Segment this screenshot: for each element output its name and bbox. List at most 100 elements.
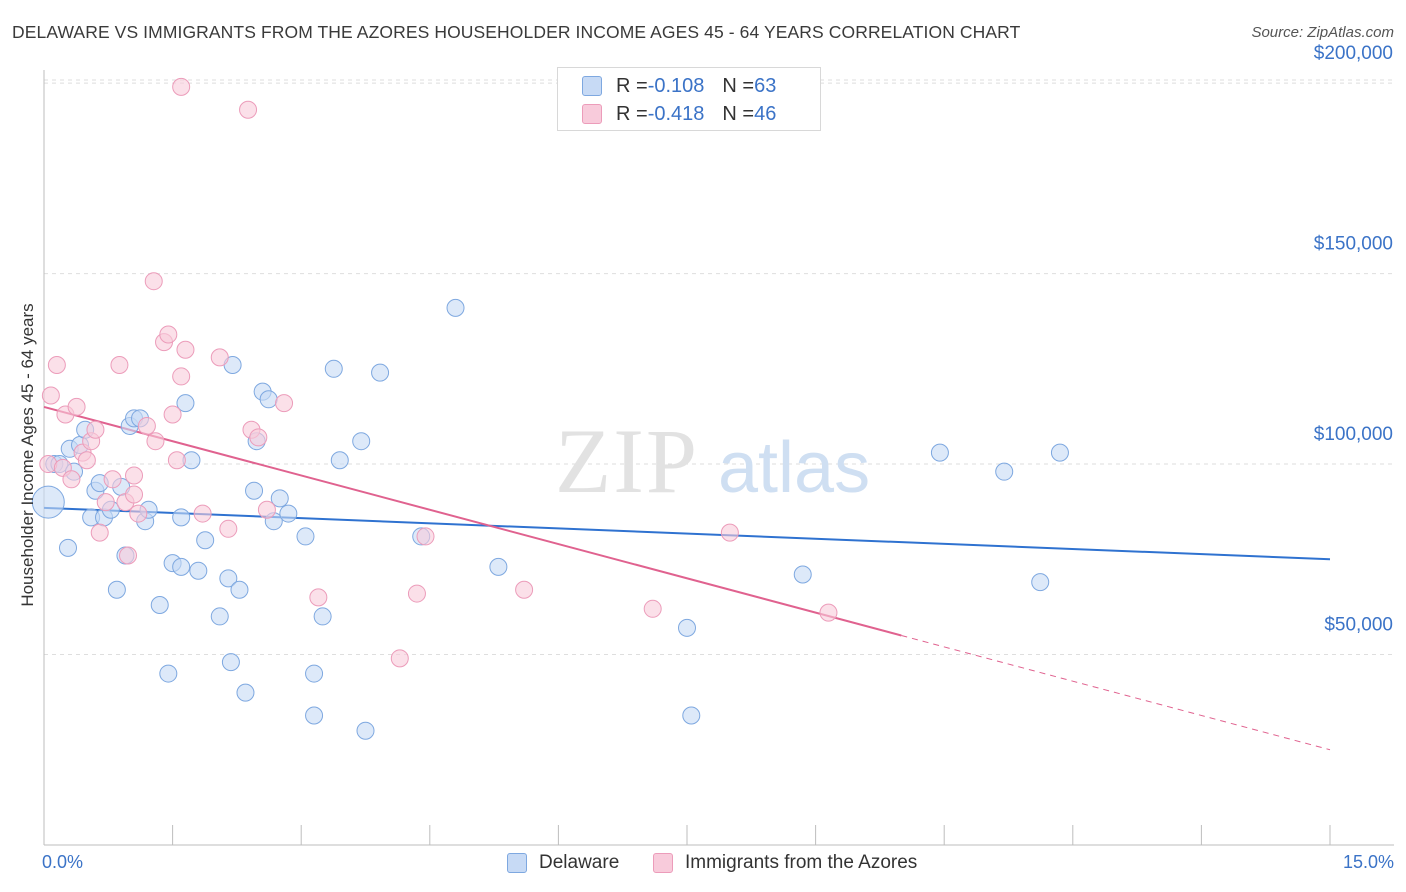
- point-delaware: [236, 683, 255, 702]
- point-azores: [41, 386, 60, 405]
- point-delaware: [59, 538, 78, 557]
- point-delaware: [489, 557, 508, 576]
- point-delaware: [107, 580, 126, 599]
- trendline-0: [43, 506, 1331, 561]
- legend-label-azores: Immigrants from the Azores: [685, 852, 918, 873]
- trendlines: [43, 405, 1331, 751]
- point-delaware: [230, 580, 249, 599]
- point-delaware: [446, 298, 465, 317]
- series-legend: Delaware Immigrants from the Azores: [0, 852, 1406, 876]
- n-label: N =: [722, 74, 755, 97]
- axes: [43, 70, 1394, 846]
- y-tick-label: $200,000: [1314, 43, 1393, 64]
- r-value: -0.108: [647, 74, 705, 97]
- point-delaware: [356, 721, 375, 740]
- point-azores: [819, 603, 838, 622]
- point-delaware: [270, 489, 289, 508]
- point-azores: [193, 504, 212, 523]
- point-azores: [129, 504, 148, 523]
- point-azores: [257, 500, 276, 519]
- point-azores: [67, 397, 86, 416]
- watermark-zip: ZIP: [555, 410, 699, 512]
- point-delaware: [296, 527, 315, 546]
- r-label: R =: [616, 102, 648, 125]
- point-delaware: [793, 565, 812, 584]
- source-credit: Source: ZipAtlas.com: [1251, 24, 1394, 41]
- point-delaware: [172, 557, 191, 576]
- point-delaware: [995, 462, 1014, 481]
- point-delaware: [279, 504, 298, 523]
- point-azores: [172, 77, 191, 96]
- point-delaware: [159, 664, 178, 683]
- point-azores: [239, 100, 258, 119]
- stats-row-azores: R = -0.418 N = 46: [582, 102, 776, 126]
- point-azores: [176, 340, 195, 359]
- point-azores: [103, 470, 122, 489]
- chart-title: DELAWARE VS IMMIGRANTS FROM THE AZORES H…: [12, 22, 1021, 42]
- point-delaware: [259, 390, 278, 409]
- point-delaware: [305, 664, 324, 683]
- point-azores: [515, 580, 534, 599]
- n-value: 46: [754, 102, 777, 125]
- point-delaware: [210, 607, 229, 626]
- point-azores: [167, 451, 186, 470]
- point-azores: [390, 649, 409, 668]
- point-delaware: [305, 706, 324, 725]
- delaware-swatch: [507, 853, 527, 873]
- point-azores: [137, 416, 156, 435]
- point-delaware: [1050, 443, 1069, 462]
- point-delaware: [682, 706, 701, 725]
- point-azores: [86, 420, 105, 439]
- gridlines: [44, 79, 1394, 656]
- watermark: ZIP atlas: [555, 410, 870, 512]
- legend-label-delaware: Delaware: [539, 852, 620, 873]
- point-azores: [249, 428, 268, 447]
- point-delaware: [324, 359, 343, 378]
- stats-row-delaware: R = -0.108 N = 63: [582, 74, 776, 98]
- point-azores: [77, 451, 96, 470]
- point-delaware: [221, 653, 240, 672]
- point-azores: [62, 470, 81, 489]
- point-delaware: [196, 531, 215, 550]
- azores-swatch: [582, 104, 602, 124]
- point-delaware: [219, 569, 238, 588]
- point-delaware: [176, 394, 195, 413]
- point-azores: [643, 599, 662, 618]
- point-azores: [309, 588, 328, 607]
- trendline-extension-1: [901, 634, 1331, 751]
- stats-legend: R = -0.108 N = 63 R = -0.418 N = 46: [557, 67, 821, 131]
- point-delaware: [1031, 573, 1050, 592]
- point-azores: [159, 325, 178, 344]
- y-axis-label: Householder Income Ages 45 - 64 years: [18, 303, 37, 607]
- point-azores: [110, 356, 129, 374]
- point-azores: [172, 367, 191, 386]
- point-azores: [125, 485, 144, 504]
- point-delaware: [313, 607, 332, 626]
- point-azores: [210, 348, 229, 367]
- point-azores: [90, 523, 109, 542]
- r-value: -0.418: [647, 102, 705, 125]
- point-delaware: [31, 485, 65, 519]
- legend-item-delaware[interactable]: Delaware: [507, 852, 619, 874]
- point-delaware: [245, 481, 264, 500]
- point-azores: [96, 493, 115, 512]
- point-delaware: [172, 508, 191, 527]
- point-azores: [47, 356, 66, 374]
- point-delaware: [678, 618, 696, 637]
- n-label: N =: [722, 102, 755, 125]
- point-delaware: [330, 451, 349, 470]
- legend-item-azores[interactable]: Immigrants from the Azores: [653, 852, 917, 874]
- point-delaware: [371, 363, 390, 382]
- point-azores: [275, 394, 294, 413]
- point-delaware: [930, 443, 949, 462]
- point-delaware: [150, 596, 169, 614]
- point-delaware: [352, 432, 371, 451]
- point-azores: [407, 584, 426, 603]
- azores-swatch: [653, 853, 673, 873]
- point-azores: [720, 523, 739, 542]
- y-tick-label: $150,000: [1314, 234, 1393, 255]
- y-tick-label: $50,000: [1324, 615, 1393, 636]
- trendline-1: [43, 405, 902, 637]
- x-tick-label-max: 15.0%: [1342, 852, 1394, 872]
